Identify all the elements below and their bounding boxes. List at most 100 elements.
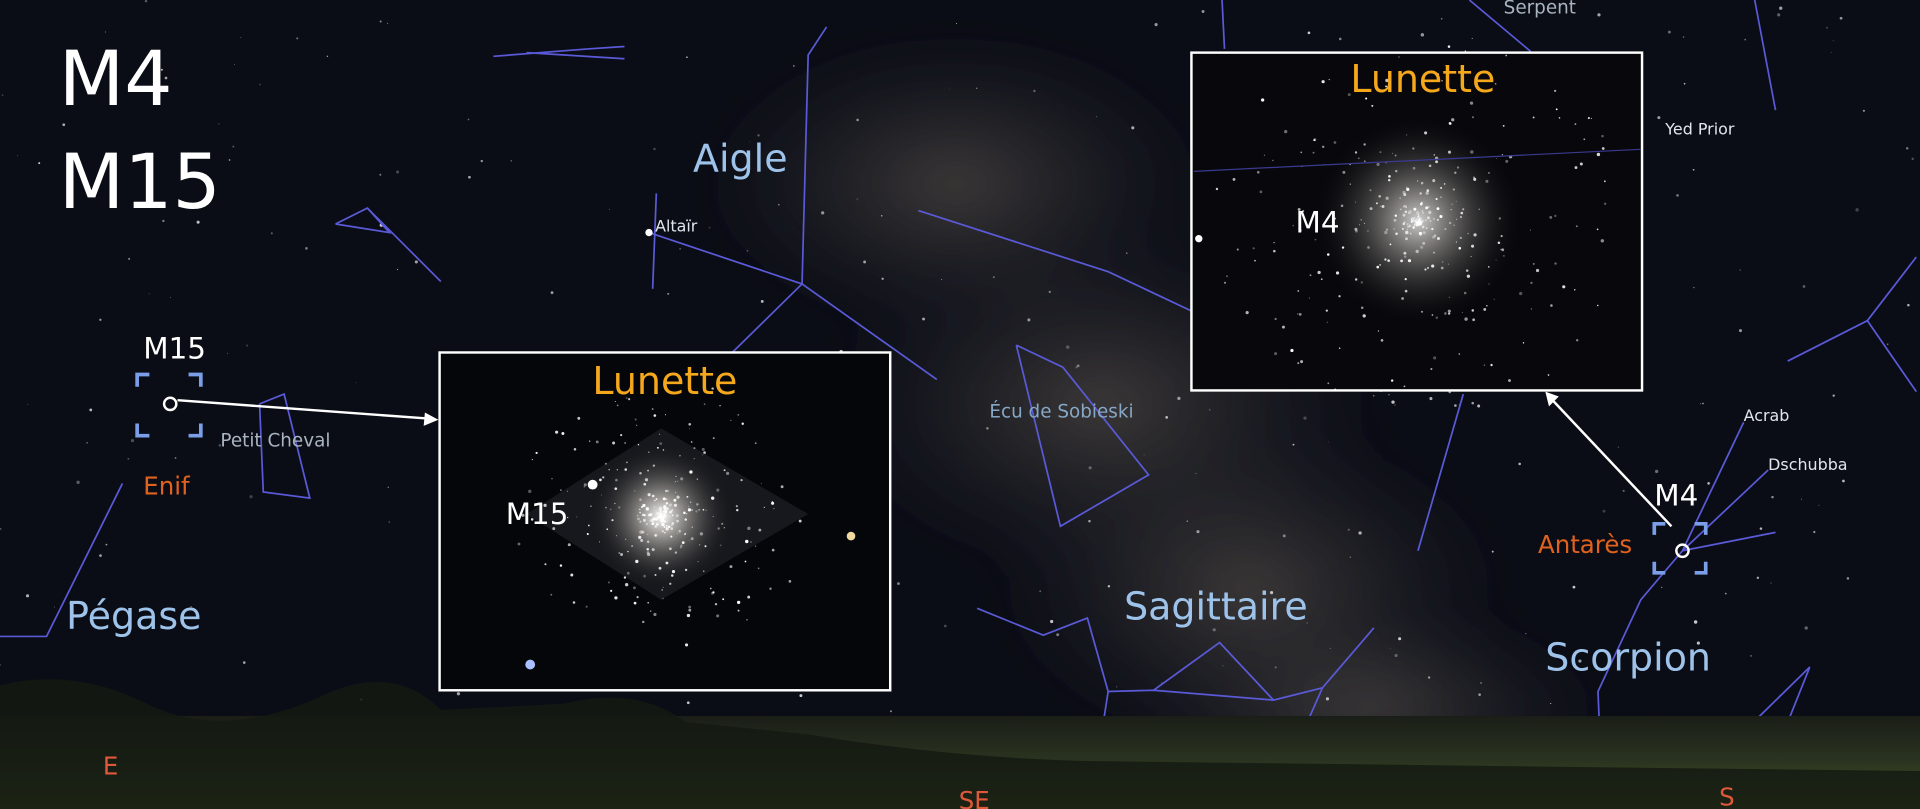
- star: [1376, 202, 1378, 204]
- star: [1056, 633, 1059, 636]
- star: [649, 519, 652, 522]
- star: [1451, 203, 1452, 204]
- star: [1432, 179, 1435, 182]
- star: [606, 528, 608, 530]
- star: [1364, 223, 1365, 224]
- star: [544, 563, 546, 565]
- star: [666, 498, 668, 500]
- star: [675, 476, 676, 477]
- star: [742, 423, 744, 425]
- star: [1233, 178, 1236, 181]
- star: [1431, 228, 1433, 230]
- star: [1460, 216, 1462, 218]
- star: [1739, 269, 1741, 271]
- star: [1429, 397, 1432, 400]
- star: [1386, 228, 1389, 231]
- star: [614, 487, 617, 490]
- star: [1391, 380, 1393, 382]
- star: [1432, 236, 1435, 239]
- star: [625, 583, 628, 586]
- star: [1441, 267, 1444, 270]
- star: [1260, 190, 1263, 193]
- star: [691, 509, 693, 511]
- star: [26, 594, 29, 597]
- star: [1387, 259, 1390, 262]
- star: [1321, 278, 1323, 280]
- star: [1907, 304, 1910, 307]
- star: [1327, 382, 1329, 384]
- star: [672, 570, 675, 573]
- star: [1027, 318, 1030, 321]
- star: [1292, 225, 1293, 226]
- star: [1847, 577, 1850, 580]
- star: [589, 441, 590, 442]
- star: [652, 495, 655, 498]
- star: [686, 513, 687, 514]
- star: [1458, 247, 1461, 250]
- star: [793, 227, 794, 228]
- star: [1380, 390, 1382, 392]
- star: [1131, 126, 1134, 129]
- star: [1604, 203, 1606, 205]
- star: [1583, 138, 1585, 140]
- star: [679, 248, 680, 249]
- star: [941, 279, 942, 280]
- star: [1394, 228, 1395, 229]
- star: [693, 447, 695, 449]
- star: [713, 516, 714, 517]
- star: [1668, 31, 1671, 34]
- star: [532, 459, 533, 460]
- star: [573, 601, 576, 604]
- star: [631, 545, 633, 547]
- star: [106, 544, 108, 546]
- star: [694, 458, 695, 459]
- star: [881, 215, 882, 216]
- star: [677, 533, 678, 534]
- star: [662, 598, 664, 600]
- star: [1272, 160, 1273, 161]
- star: [676, 496, 679, 499]
- star: [665, 490, 667, 492]
- star: [296, 37, 298, 39]
- star: [773, 508, 774, 509]
- star: [639, 512, 641, 514]
- star: [127, 458, 129, 460]
- star: [1657, 116, 1660, 119]
- star: [355, 382, 356, 383]
- star: [587, 533, 589, 535]
- star: [713, 437, 715, 439]
- star: [692, 527, 693, 528]
- constellation-label: Aigle: [693, 136, 787, 180]
- star: [229, 159, 231, 161]
- star: [1361, 281, 1363, 283]
- star: [761, 300, 764, 303]
- star: [99, 319, 101, 321]
- star: [1448, 310, 1451, 313]
- star: [1406, 187, 1407, 188]
- star: [1405, 278, 1407, 280]
- inset-title: Lunette: [1350, 57, 1495, 101]
- star: [772, 549, 775, 552]
- star: [1326, 697, 1329, 700]
- star: [1498, 241, 1501, 244]
- star: [1384, 258, 1386, 260]
- star: [1448, 263, 1449, 264]
- star: [605, 463, 607, 465]
- star: [1421, 311, 1423, 313]
- star: [627, 572, 630, 575]
- star: [702, 454, 703, 455]
- star: [676, 514, 679, 517]
- star: [1322, 146, 1324, 148]
- star: [1831, 52, 1832, 53]
- star: [586, 606, 588, 608]
- star: [1395, 232, 1397, 234]
- star: [659, 567, 662, 570]
- star: [1237, 248, 1239, 250]
- star: [1451, 209, 1452, 210]
- star: [76, 481, 79, 484]
- star: [561, 432, 564, 435]
- star: [647, 541, 649, 543]
- star: [1283, 534, 1286, 537]
- star: [576, 516, 577, 517]
- star: [1425, 219, 1427, 221]
